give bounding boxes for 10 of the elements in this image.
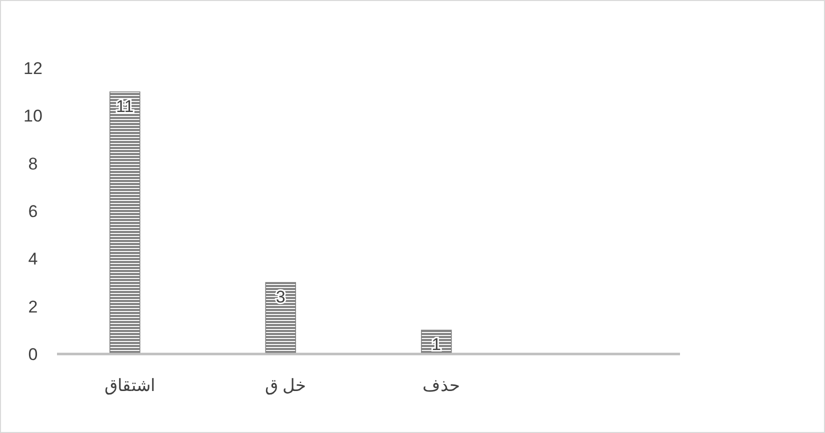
- y-tick-label: 6: [28, 202, 38, 221]
- y-tick-label: 2: [28, 297, 38, 316]
- y-tick-label: 4: [28, 250, 38, 269]
- y-tick-label: 10: [24, 106, 42, 126]
- y-tick-label: 0: [28, 345, 38, 364]
- x-tick-label: اشتقاق: [104, 376, 156, 395]
- x-tick-label: خل ق: [264, 376, 306, 395]
- x-tick-label: حذف: [422, 376, 460, 395]
- y-tick-label: 12: [24, 59, 42, 78]
- y-tick-label: 8: [28, 154, 38, 174]
